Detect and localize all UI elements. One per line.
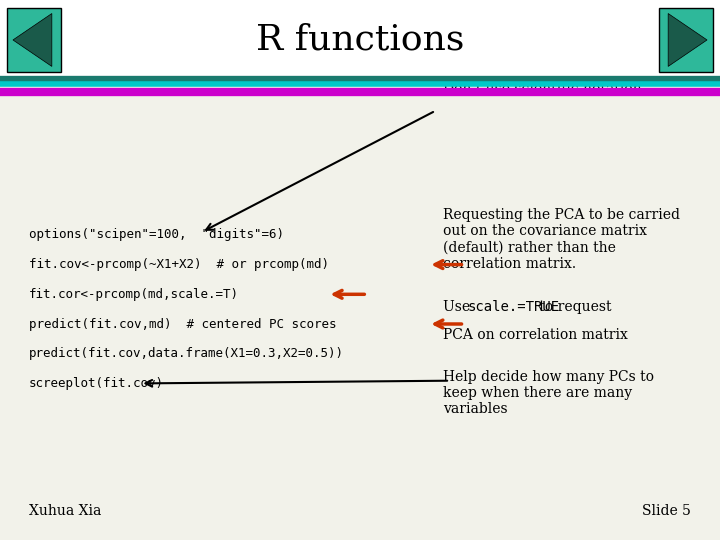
Bar <box>0 0 720 80</box>
Text: Help decide how many PCs to
keep when there are many
variables: Help decide how many PCs to keep when th… <box>443 370 654 416</box>
Bar <box>659 8 713 72</box>
Text: PCA on correlation matrix: PCA on correlation matrix <box>443 328 628 342</box>
Text: fit.cor<-prcomp(md,scale.=T): fit.cor<-prcomp(md,scale.=T) <box>29 288 239 301</box>
Text: R functions: R functions <box>256 23 464 57</box>
Text: scale.=TRUE: scale.=TRUE <box>467 300 559 314</box>
Text: screeplot(fit.cov): screeplot(fit.cov) <box>29 377 164 390</box>
Polygon shape <box>668 14 707 66</box>
Text: to request: to request <box>535 300 611 314</box>
Text: Xuhua Xia: Xuhua Xia <box>29 504 102 518</box>
Text: Use: Use <box>443 300 474 314</box>
Bar <box>7 8 61 72</box>
Text: predict(fit.cov,data.frame(X1=0.3,X2=0.5)): predict(fit.cov,data.frame(X1=0.3,X2=0.5… <box>29 347 344 360</box>
Polygon shape <box>13 14 52 66</box>
Text: predict(fit.cov,md)  # centered PC scores: predict(fit.cov,md) # centered PC scores <box>29 318 336 330</box>
Text: options("scipen"=100,  "digits"=6): options("scipen"=100, "digits"=6) <box>29 228 284 241</box>
Text: Don’t use scientific notation.: Don’t use scientific notation. <box>443 82 646 96</box>
Text: fit.cov<-prcomp(~X1+X2)  # or prcomp(md): fit.cov<-prcomp(~X1+X2) # or prcomp(md) <box>29 258 329 271</box>
Text: Slide 5: Slide 5 <box>642 504 691 518</box>
Text: Requesting the PCA to be carried
out on the covariance matrix
(default) rather t: Requesting the PCA to be carried out on … <box>443 208 680 271</box>
